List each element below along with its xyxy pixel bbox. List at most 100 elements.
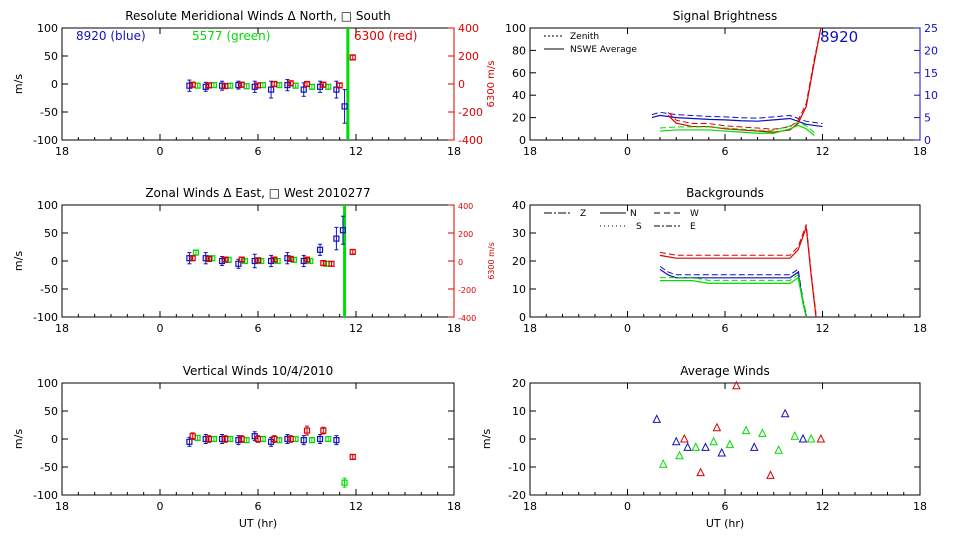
y-right-tick-label: 25	[924, 22, 938, 35]
data-point-6300	[696, 467, 705, 477]
y-tick-label: 40	[512, 89, 526, 102]
data-point-6300	[712, 422, 722, 432]
y-tick-label: 20	[512, 112, 526, 125]
data-point-6300	[254, 82, 262, 89]
data-point-8920	[300, 86, 307, 93]
data-point-8920	[652, 414, 662, 423]
series-line-dashed-5577	[659, 121, 815, 133]
data-point-5577	[192, 249, 200, 256]
series-line-dashed-8920	[659, 265, 807, 315]
data-point-6300	[254, 257, 262, 264]
data-point-6300	[766, 470, 775, 479]
data-point-6300	[349, 248, 356, 255]
y-tick-label: -100	[33, 134, 58, 147]
legend-entry: S	[636, 222, 642, 232]
x-tick-label: 6	[255, 145, 262, 158]
y-right-tick-label: 15	[924, 67, 938, 80]
data-point-6300	[349, 453, 356, 461]
annotation-label: 8920	[820, 28, 858, 46]
y-tick-label: 80	[512, 44, 526, 57]
x-tick-label: 18	[523, 500, 537, 513]
data-point-6300	[205, 82, 213, 89]
y-tick-label: 20	[512, 377, 526, 390]
data-point-5577	[290, 256, 298, 263]
data-point-5577	[790, 431, 800, 440]
data-point-6300	[189, 255, 196, 262]
data-point-8920	[284, 255, 291, 262]
y-tick-label: 50	[44, 227, 58, 240]
data-point-5577	[274, 257, 281, 265]
y-tick-label: 50	[44, 405, 58, 418]
x-tick-label: 18	[913, 500, 927, 513]
y-right-axis-label: 6300 m/s	[487, 242, 496, 280]
y-tick-label: -20	[508, 489, 526, 502]
x-tick-label: 0	[624, 322, 631, 335]
x-tick-label: 12	[349, 145, 363, 158]
y-tick-label: 0	[519, 311, 526, 324]
data-point-8920	[186, 255, 193, 262]
data-point-8920	[333, 235, 340, 242]
x-tick-label: 18	[913, 145, 927, 158]
legend-entry: NSWE Average	[570, 45, 637, 55]
data-point-8920	[701, 442, 710, 451]
data-point-6300	[222, 435, 229, 443]
data-point-6300	[205, 255, 213, 262]
data-point-8920	[341, 103, 348, 110]
data-point-6300	[254, 435, 262, 443]
x-tick-label: 0	[157, 145, 164, 158]
data-point-5577	[741, 425, 751, 435]
data-point-5577	[325, 435, 332, 443]
y-right-tick-label: -200	[458, 106, 483, 119]
series-line-6300	[667, 27, 822, 133]
y-right-tick-label: -400	[458, 314, 476, 323]
y-axis-label: m/s	[12, 251, 25, 271]
chart-p6: Average Winds 18 0 6 12 18 UT (hr) -20 -10 0 10 20 m…	[480, 364, 927, 530]
data-point-8920	[235, 437, 242, 444]
y-tick-label: 10	[512, 405, 526, 418]
plot-frame	[529, 204, 921, 318]
series-line-dashed-6300	[659, 224, 817, 315]
legend-entry: 6300 (red)	[354, 29, 417, 43]
data-point-6300	[238, 256, 245, 263]
x-tick-label: 6	[255, 322, 262, 335]
chart-p2: Zonal Winds Δ East, □ West 2010277 18 0 6 12…	[12, 186, 496, 335]
data-point-6300	[271, 256, 278, 263]
y-tick-label: 10	[512, 283, 526, 296]
data-point-6300	[238, 435, 245, 443]
legend-entry: E	[690, 222, 696, 232]
data-point-5577	[308, 437, 315, 444]
y-right-tick-label: 0	[458, 258, 463, 267]
data-point-6300	[222, 256, 229, 263]
y-tick-label: 0	[51, 255, 58, 268]
x-axis-label: UT (hr)	[706, 517, 744, 530]
data-point-8920	[300, 257, 307, 265]
data-point-5577	[225, 256, 232, 263]
y-tick-label: 0	[51, 78, 58, 91]
data-point-6300	[680, 433, 689, 443]
legend-entry: Z	[580, 209, 586, 219]
series-line-dashed-8920	[651, 111, 823, 125]
y-tick-label: -50	[40, 106, 58, 119]
data-point-6300	[287, 80, 294, 87]
chart-title: Backgrounds	[686, 186, 764, 200]
x-tick-label: 12	[349, 500, 363, 513]
data-point-8920	[798, 433, 808, 443]
x-tick-label: 18	[523, 322, 537, 335]
y-right-tick-label: 0	[924, 134, 931, 147]
y-right-tick-label: 5	[924, 112, 931, 125]
chart-title: Resolute Meridional Winds Δ North, □ Sou…	[125, 9, 391, 23]
x-tick-label: 18	[447, 500, 461, 513]
data-point-6300	[287, 435, 294, 443]
data-point-8920	[218, 435, 226, 443]
data-point-8920	[339, 227, 347, 234]
data-point-8920	[218, 257, 226, 265]
y-tick-label: 40	[512, 199, 526, 212]
y-tick-label: 60	[512, 67, 526, 80]
y-right-tick-label: 10	[924, 89, 938, 102]
y-tick-label: 50	[44, 50, 58, 63]
data-point-5577	[675, 450, 684, 460]
y-tick-label: 0	[519, 134, 526, 147]
data-point-8920	[671, 436, 681, 446]
